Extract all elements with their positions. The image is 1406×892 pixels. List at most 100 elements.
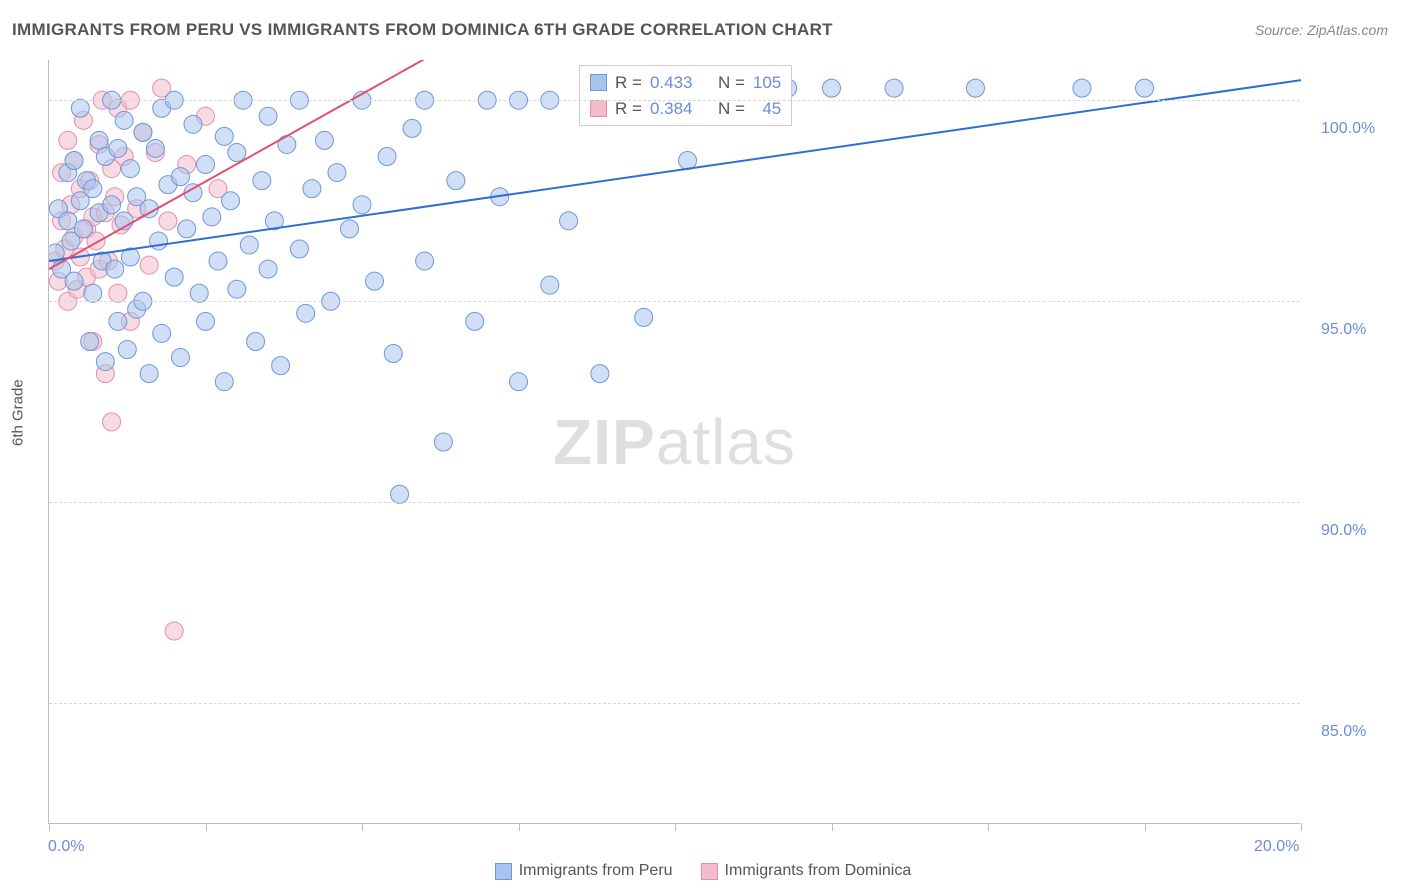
legend-swatch — [495, 863, 512, 880]
data-point — [353, 196, 371, 214]
r-value: 0.433 — [650, 70, 693, 96]
data-point — [259, 260, 277, 278]
legend-swatch — [701, 863, 718, 880]
legend-label: Immigrants from Peru — [519, 862, 673, 880]
data-point — [290, 240, 308, 258]
data-point — [228, 280, 246, 298]
data-point — [466, 312, 484, 330]
x-tick — [1301, 823, 1302, 831]
plot-area: ZIPatlas R =0.433 N =105R =0.384 N = 45 … — [48, 60, 1300, 824]
data-point — [121, 160, 139, 178]
gridline — [49, 703, 1300, 704]
source-attribution: Source: ZipAtlas.com — [1255, 22, 1388, 38]
data-point — [171, 168, 189, 186]
data-point — [103, 196, 121, 214]
data-point — [197, 312, 215, 330]
data-point — [278, 135, 296, 153]
x-tick — [519, 823, 520, 831]
x-tick — [988, 823, 989, 831]
data-point — [203, 208, 221, 226]
legend-item: Immigrants from Dominica — [701, 862, 912, 880]
data-point — [81, 332, 99, 350]
data-point — [115, 111, 133, 129]
data-point — [59, 212, 77, 230]
chart-title: IMMIGRANTS FROM PERU VS IMMIGRANTS FROM … — [12, 20, 833, 40]
x-tick-label: 20.0% — [1254, 838, 1299, 856]
data-point — [84, 180, 102, 198]
data-point — [259, 107, 277, 125]
data-point — [165, 268, 183, 286]
stats-row: R =0.433 N =105 — [590, 70, 781, 96]
data-point — [109, 284, 127, 302]
data-point — [303, 180, 321, 198]
gridline — [49, 301, 1300, 302]
data-point — [134, 123, 152, 141]
legend-bottom: Immigrants from Peru Immigrants from Domi… — [0, 862, 1406, 880]
data-point — [84, 284, 102, 302]
data-point — [190, 284, 208, 302]
data-point — [823, 79, 841, 97]
data-point — [165, 622, 183, 640]
data-point — [140, 256, 158, 274]
data-point — [90, 131, 108, 149]
data-point — [403, 119, 421, 137]
scatter-svg — [49, 60, 1301, 824]
data-point — [328, 164, 346, 182]
data-point — [178, 220, 196, 238]
data-point — [106, 260, 124, 278]
data-point — [171, 349, 189, 367]
x-tick — [362, 823, 363, 831]
data-point — [560, 212, 578, 230]
data-point — [541, 276, 559, 294]
data-point — [272, 357, 290, 375]
data-point — [103, 413, 121, 431]
data-point — [378, 148, 396, 166]
data-point — [1136, 79, 1154, 97]
data-point — [510, 373, 528, 391]
data-point — [315, 131, 333, 149]
x-tick — [206, 823, 207, 831]
data-point — [391, 485, 409, 503]
data-point — [96, 353, 114, 371]
data-point — [591, 365, 609, 383]
data-point — [74, 220, 92, 238]
data-point — [966, 79, 984, 97]
correlation-stats-box: R =0.433 N =105R =0.384 N = 45 — [579, 65, 792, 126]
gridline — [49, 100, 1300, 101]
legend-item: Immigrants from Peru — [495, 862, 673, 880]
gridline — [49, 502, 1300, 503]
data-point — [184, 115, 202, 133]
data-point — [215, 373, 233, 391]
data-point — [222, 192, 240, 210]
data-point — [447, 172, 465, 190]
y-tick-label: 100.0% — [1321, 120, 1375, 138]
y-axis-label: 6th Grade — [10, 379, 27, 446]
x-tick — [675, 823, 676, 831]
data-point — [885, 79, 903, 97]
legend-label: Immigrants from Dominica — [725, 862, 912, 880]
data-point — [118, 341, 136, 359]
chart-container: IMMIGRANTS FROM PERU VS IMMIGRANTS FROM … — [0, 0, 1406, 892]
n-value: 105 — [753, 70, 781, 96]
data-point — [109, 139, 127, 157]
data-point — [59, 131, 77, 149]
data-point — [434, 433, 452, 451]
data-point — [366, 272, 384, 290]
data-point — [635, 308, 653, 326]
data-point — [146, 139, 164, 157]
data-point — [384, 345, 402, 363]
data-point — [209, 252, 227, 270]
data-point — [340, 220, 358, 238]
data-point — [65, 152, 83, 170]
data-point — [228, 143, 246, 161]
data-point — [1073, 79, 1091, 97]
data-point — [65, 272, 83, 290]
y-tick-label: 90.0% — [1321, 522, 1366, 540]
data-point — [240, 236, 258, 254]
x-tick-label: 0.0% — [48, 838, 84, 856]
data-point — [140, 365, 158, 383]
data-point — [416, 252, 434, 270]
data-point — [71, 99, 89, 117]
series-swatch — [590, 74, 607, 91]
data-point — [679, 152, 697, 170]
